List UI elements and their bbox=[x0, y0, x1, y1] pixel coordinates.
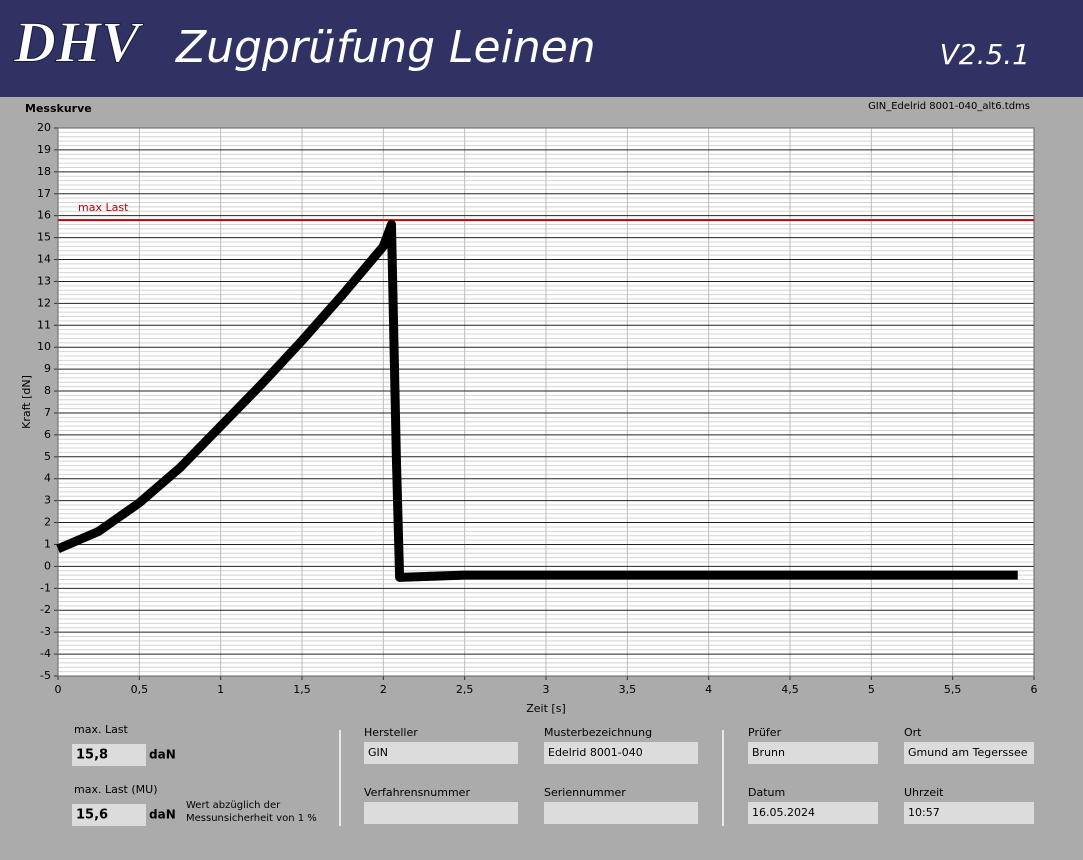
unit: daN bbox=[149, 748, 176, 762]
field-value-box bbox=[904, 742, 1034, 764]
header-bar bbox=[0, 0, 1083, 97]
y-tick-label: 17 bbox=[37, 187, 51, 200]
y-tick-label: 2 bbox=[44, 516, 51, 529]
x-tick-label: 5 bbox=[868, 683, 875, 696]
y-tick-label: 12 bbox=[37, 296, 51, 309]
y-tick-label: 1 bbox=[44, 537, 51, 550]
x-tick-label: 1,5 bbox=[293, 683, 311, 696]
plot-border bbox=[57, 127, 1035, 677]
field-value-box bbox=[904, 802, 1034, 824]
field-label: Prüfer bbox=[748, 726, 782, 739]
field-value-box bbox=[748, 742, 878, 764]
field-value: 16.05.2024 bbox=[752, 806, 815, 819]
y-tick-label: 13 bbox=[37, 274, 51, 287]
x-tick-label: 6 bbox=[1031, 683, 1038, 696]
y-tick-label: 6 bbox=[44, 428, 51, 441]
y-tick-label: 10 bbox=[37, 340, 51, 353]
y-tick-label: 9 bbox=[44, 362, 51, 375]
field-label: max. Last bbox=[74, 723, 129, 736]
chart-title: Messkurve bbox=[25, 102, 92, 115]
y-tick-label: 4 bbox=[44, 472, 51, 485]
field-value: Edelrid 8001-040 bbox=[548, 746, 643, 759]
note: Wert abzüglich der bbox=[186, 800, 281, 811]
x-tick-label: 4 bbox=[705, 683, 712, 696]
y-tick-label: 15 bbox=[37, 231, 51, 244]
field-value-box bbox=[544, 802, 698, 824]
file-name: GIN_Edelrid 8001-040_alt6.tdms bbox=[868, 101, 1030, 112]
field-value: Brunn bbox=[752, 746, 785, 759]
y-tick-label: -3 bbox=[40, 625, 51, 638]
x-axis-label: Zeit [s] bbox=[526, 702, 565, 715]
x-tick-label: 3 bbox=[543, 683, 550, 696]
field-value-box bbox=[748, 802, 878, 824]
y-tick-label: -1 bbox=[40, 581, 51, 594]
y-tick-label: -2 bbox=[40, 603, 51, 616]
field-value: 15,8 bbox=[76, 748, 108, 763]
x-tick-label: 1 bbox=[217, 683, 224, 696]
y-tick-label: 11 bbox=[37, 318, 51, 331]
field-value-box bbox=[364, 742, 518, 764]
y-tick-label: 8 bbox=[44, 384, 51, 397]
app-title: Zugprüfung Leinen bbox=[175, 22, 596, 73]
x-tick-label: 3,5 bbox=[619, 683, 637, 696]
note: Messunsicherheit von 1 % bbox=[186, 813, 317, 824]
field-label: Uhrzeit bbox=[904, 786, 944, 799]
field-label: max. Last (MU) bbox=[74, 783, 158, 796]
y-tick-label: -4 bbox=[40, 647, 51, 660]
field-label: Musterbezeichnung bbox=[544, 726, 652, 739]
y-tick-label: 19 bbox=[37, 143, 51, 156]
force-curve bbox=[56, 219, 1018, 582]
y-tick-label: 20 bbox=[37, 121, 51, 134]
x-tick-label: 2 bbox=[380, 683, 387, 696]
y-tick-label: 7 bbox=[44, 406, 51, 419]
field-value-box bbox=[364, 802, 518, 824]
field-label: Hersteller bbox=[364, 726, 418, 739]
field-label: Datum bbox=[748, 786, 785, 799]
y-tick-label: 5 bbox=[44, 450, 51, 463]
unit: daN bbox=[149, 808, 176, 822]
y-tick-label: -5 bbox=[40, 669, 51, 682]
max-line-label: max Last bbox=[78, 201, 129, 214]
field-value: Gmund am Tegerssee bbox=[908, 746, 1028, 759]
field-label: Ort bbox=[904, 726, 922, 739]
field-value: GIN bbox=[368, 746, 388, 759]
field-value-box bbox=[72, 744, 146, 766]
y-tick-label: 18 bbox=[37, 165, 51, 178]
field-value: 15,6 bbox=[76, 808, 108, 823]
x-tick-label: 4,5 bbox=[781, 683, 799, 696]
field-value-box bbox=[544, 742, 698, 764]
x-tick-label: 0 bbox=[55, 683, 62, 696]
version: V2.5.1 bbox=[940, 38, 1030, 71]
x-tick-label: 0,5 bbox=[131, 683, 149, 696]
field-value: 10:57 bbox=[908, 806, 940, 819]
y-tick-label: 0 bbox=[44, 559, 51, 572]
field-value-box bbox=[72, 804, 146, 826]
y-tick-label: 3 bbox=[44, 494, 51, 507]
field-label: Seriennummer bbox=[544, 786, 626, 799]
y-tick-label: 14 bbox=[37, 253, 51, 266]
logo: DHV bbox=[13, 9, 144, 74]
x-tick-label: 2,5 bbox=[456, 683, 474, 696]
y-tick-label: 16 bbox=[37, 209, 51, 222]
field-label: Verfahrensnummer bbox=[364, 786, 470, 799]
y-axis-label: Kraft [dN] bbox=[20, 375, 33, 429]
x-tick-label: 5,5 bbox=[944, 683, 962, 696]
